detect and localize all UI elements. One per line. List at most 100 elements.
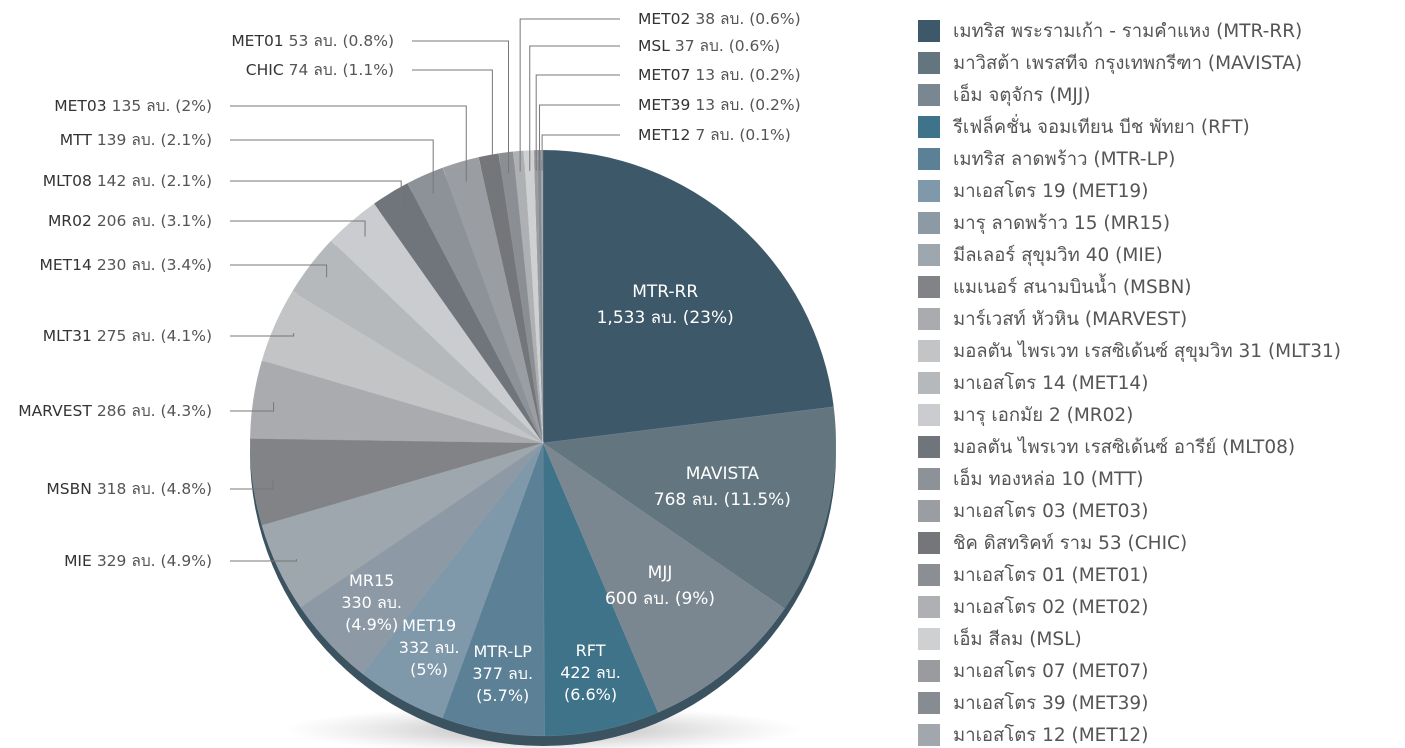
slice-value: 275 ลบ. (4.1%) [97,327,212,345]
legend-swatch [918,52,940,74]
legend-label: ชิค ดิสทริคท์ ราม 53 (CHIC) [953,532,1187,554]
legend-swatch [918,372,940,394]
legend-swatch [918,660,940,682]
pie-slice [261,290,544,444]
slice-value: 318 ลบ. (4.8%) [97,480,212,498]
slice-label: MTR-RR 1,533 ลบ. (23%) [565,279,765,331]
pie-slice [442,156,544,444]
slice-name: MARVEST [18,402,92,420]
slice-name: MET02 [638,10,690,28]
pie-slice [523,149,544,444]
slice-value: 74 ลบ. (1.1%) [289,61,394,79]
slice-name: MTR-LP [473,641,532,661]
pie-slice [512,150,544,444]
leader-line [535,74,620,171]
slice-label: MET19 332 ลบ. (5%) [397,615,461,681]
slice-value: 13 ลบ. (0.2%) [695,96,800,114]
slice-name: MET39 [638,96,690,114]
pie-slice [442,442,545,737]
slice-value: 230 ลบ. (3.4%) [97,256,212,274]
slice-label: MET39 13 ลบ. (0.2%) [638,96,801,114]
leader-line [541,134,620,171]
leader-line [230,180,402,211]
slice-name: MLT31 [43,327,92,345]
legend-label: แมเนอร์ สนามบินน้ำ (MSBN) [953,273,1192,298]
slice-name: MTR-RR [632,281,699,302]
slice-name: MET07 [638,66,690,84]
slice-label: MET03 135 ลบ. (2%) [54,97,212,115]
slice-label: MET01 53 ลบ. (0.8%) [231,32,394,50]
legend-label: รีเฟล็คชั่น จอมเทียน บีช พัทยา (RFT) [952,114,1250,138]
legend-swatch [918,564,940,586]
slice-value: 377 ลบ. (5.7%) [472,663,534,705]
slice-value: 206 ลบ. (3.1%) [97,212,212,230]
legend-label: มาวิสต้า เพรสทีจ กรุงเทพกรีฑา (MAVISTA) [953,53,1302,75]
legend-swatch [918,532,940,554]
slice-value: 13 ลบ. (0.2%) [695,66,800,84]
slice-label: RFT 422 ลบ. (6.6%) [559,640,623,706]
legend-label: มาเอสโตร 03 (MET03) [953,500,1148,522]
slice-label: MJJ 600 ลบ. (9%) [560,560,760,612]
leader-line [230,402,275,412]
slice-label: MARVEST 286 ลบ. (4.3%) [18,402,212,420]
slice-name: MR02 [48,212,92,230]
slice-name: CHIC [246,61,284,79]
legend-swatch [918,404,940,426]
slice-label: MR15 330 ลบ. (4.9%) [340,570,404,636]
legend-label: เอ็ม จตุจักร (MJJ) [953,82,1091,107]
slice-label: MTR-LP 377 ลบ. (5.7%) [471,641,535,707]
slice-label: MET12 7 ลบ. (0.1%) [638,126,791,144]
slice-label: CHIC 74 ลบ. (1.1%) [246,61,394,79]
slice-value: 1,533 ลบ. (23%) [596,307,734,328]
legend-swatch [918,468,940,490]
leader-line [412,69,493,176]
pie-slice [498,151,544,444]
legend-swatch [918,148,940,170]
slice-label: MIE 329 ลบ. (4.9%) [64,552,212,570]
slice-name: MSBN [46,480,91,498]
slice-label: MET02 38 ลบ. (0.6%) [638,10,801,28]
leader-line [230,333,295,337]
slice-name: MLT08 [43,172,92,190]
legend-label: เอ็ม สีลม (MSL) [953,626,1082,650]
slice-label: MTT 139 ลบ. (2.1%) [60,131,212,149]
legend-swatch [918,116,940,138]
leader-line [412,40,510,173]
slice-value: 329 ลบ. (4.9%) [97,552,212,570]
leader-line [230,139,434,194]
leader-line [230,220,366,237]
slice-label: MAVISTA 768 ลบ. (11.5%) [622,461,822,513]
legend-swatch [918,340,940,362]
slice-name: MET12 [638,126,690,144]
legend-label: เอ็ม ทองหล่อ 10 (MTT) [953,466,1143,490]
slice-value: 286 ลบ. (4.3%) [97,402,212,420]
legend-swatch [918,84,940,106]
slice-label: MSL 37 ลบ. (0.6%) [638,37,780,55]
legend-swatch [918,628,940,650]
pie-slice [407,167,544,444]
slice-name: MJJ [647,562,673,583]
legend-label: มาเอสโตร 19 (MET19) [953,180,1148,202]
legend-swatch [918,500,940,522]
pie-slice [478,153,544,444]
legend-label: มอลตัน ไพรเวท เรสซิเด้นซ์ สุขุมวิท 31 (M… [953,340,1341,363]
pie-slice [362,442,544,719]
slice-name: RFT [575,640,606,660]
slice-label: MLT31 275 ลบ. (4.1%) [43,327,212,345]
slice-value: 600 ลบ. (9%) [604,588,716,609]
leader-line [529,45,620,171]
leader-line [519,18,620,172]
slice-label: MLT08 142 ลบ. (2.1%) [43,172,212,190]
slice-name: MTT [60,131,93,149]
leader-line [539,104,620,171]
slice-value: 139 ลบ. (2.1%) [97,131,212,149]
leader-line [230,264,328,278]
slice-name: MR15 [349,570,395,590]
slice-value: 142 ลบ. (2.1%) [97,172,212,190]
legend-swatch [918,596,940,618]
legend-label: มาเอสโตร 39 (MET39) [953,692,1148,714]
slice-name: MSL [638,37,670,55]
pie-slice [542,149,835,444]
